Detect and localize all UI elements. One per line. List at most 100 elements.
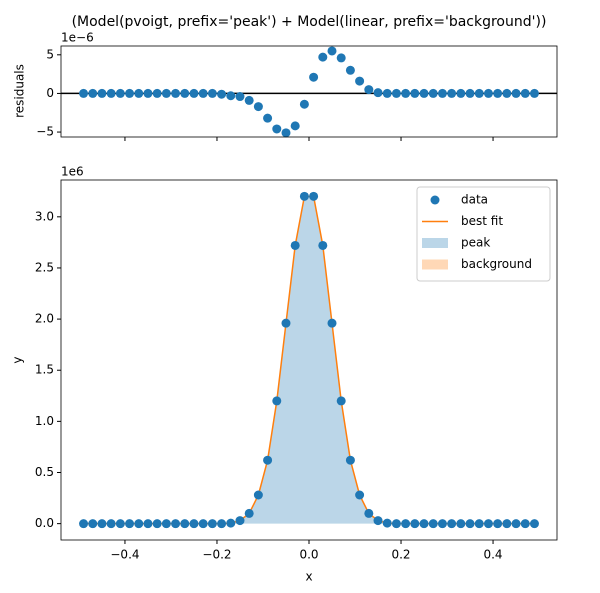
- data-point: [263, 455, 273, 465]
- data-point: [244, 95, 254, 105]
- data-point: [290, 121, 300, 131]
- data-point: [382, 88, 392, 98]
- data-point: [97, 519, 107, 529]
- y-tick-label: 0.0: [35, 516, 54, 530]
- data-point: [217, 89, 227, 99]
- data-point: [355, 76, 365, 86]
- data-point: [143, 88, 153, 98]
- legend-label: best fit: [461, 214, 503, 228]
- data-point: [125, 519, 135, 529]
- data-point: [410, 88, 420, 98]
- y-axis-label: residuals: [13, 64, 27, 118]
- data-point: [327, 46, 337, 56]
- data-point: [483, 88, 493, 98]
- data-point: [465, 519, 475, 529]
- y-tick-label: 2.0: [35, 312, 54, 326]
- data-point: [493, 88, 503, 98]
- data-point: [428, 88, 438, 98]
- data-point: [456, 88, 466, 98]
- data-point: [152, 519, 162, 529]
- data-point: [447, 88, 457, 98]
- data-point: [189, 519, 199, 529]
- data-point: [373, 516, 383, 526]
- data-point: [79, 88, 89, 98]
- legend-marker: [422, 259, 448, 270]
- data-point: [474, 519, 484, 529]
- data-point: [106, 519, 116, 529]
- offset-text: 1e−6: [61, 31, 94, 45]
- data-point: [97, 88, 107, 98]
- data-point: [106, 88, 116, 98]
- data-point: [437, 88, 447, 98]
- legend-marker: [422, 238, 448, 248]
- y-tick-label: 2.5: [35, 260, 54, 274]
- data-point: [281, 318, 291, 328]
- data-point: [465, 88, 475, 98]
- data-point: [327, 318, 337, 328]
- data-point: [520, 88, 530, 98]
- data-point: [226, 518, 236, 528]
- data-point: [309, 72, 319, 82]
- data-point: [391, 88, 401, 98]
- data-point: [134, 88, 144, 98]
- component-area: [83, 196, 535, 524]
- axes-frame: [60, 45, 558, 138]
- data-point: [79, 519, 89, 529]
- chart-title: (Model(pvoigt, prefix='peak') + Model(li…: [72, 14, 547, 30]
- data-point: [88, 88, 98, 98]
- data-point: [125, 88, 135, 98]
- data-point: [161, 88, 171, 98]
- data-point: [364, 508, 374, 518]
- data-point: [373, 88, 383, 98]
- data-point: [437, 519, 447, 529]
- data-point: [161, 519, 171, 529]
- data-point: [511, 88, 521, 98]
- data-point: [244, 508, 254, 518]
- data-point: [502, 88, 512, 98]
- y-tick-label: −5: [36, 125, 54, 139]
- data-point: [336, 396, 346, 406]
- data-point: [152, 88, 162, 98]
- data-point: [207, 88, 217, 98]
- data-point: [318, 52, 328, 62]
- data-point: [171, 88, 181, 98]
- x-tick-label: −0.4: [110, 548, 139, 562]
- data-point: [290, 240, 300, 250]
- data-point: [217, 519, 227, 529]
- data-point: [364, 85, 374, 95]
- data-point: [88, 519, 98, 529]
- data-point: [207, 519, 217, 529]
- data-point: [410, 519, 420, 529]
- data-point: [493, 519, 503, 529]
- data-point: [226, 91, 236, 101]
- legend-label: data: [461, 193, 488, 207]
- data-point: [171, 519, 181, 529]
- data-point: [483, 519, 493, 529]
- data-point: [401, 519, 411, 529]
- data-point: [336, 53, 346, 63]
- data-point: [143, 519, 153, 529]
- y-tick-label: 0.5: [35, 465, 54, 479]
- data-point: [235, 516, 245, 526]
- data-point: [391, 519, 401, 529]
- data-point: [502, 519, 512, 529]
- y-axis-label: y: [11, 356, 25, 363]
- data-point: [198, 88, 208, 98]
- data-point: [428, 519, 438, 529]
- x-tick-label: 0.4: [483, 548, 502, 562]
- data-point: [520, 519, 530, 529]
- data-point: [447, 519, 457, 529]
- data-point: [529, 88, 539, 98]
- data-point: [382, 518, 392, 528]
- data-point: [180, 88, 190, 98]
- x-tick-label: 0.0: [299, 548, 318, 562]
- data-point: [299, 99, 309, 109]
- data-point: [401, 88, 411, 98]
- data-point: [345, 455, 355, 465]
- x-axis-label: x: [305, 570, 312, 584]
- data-point: [419, 88, 429, 98]
- x-tick-label: −0.2: [202, 548, 231, 562]
- offset-text: 1e6: [61, 165, 84, 179]
- data-point: [529, 519, 539, 529]
